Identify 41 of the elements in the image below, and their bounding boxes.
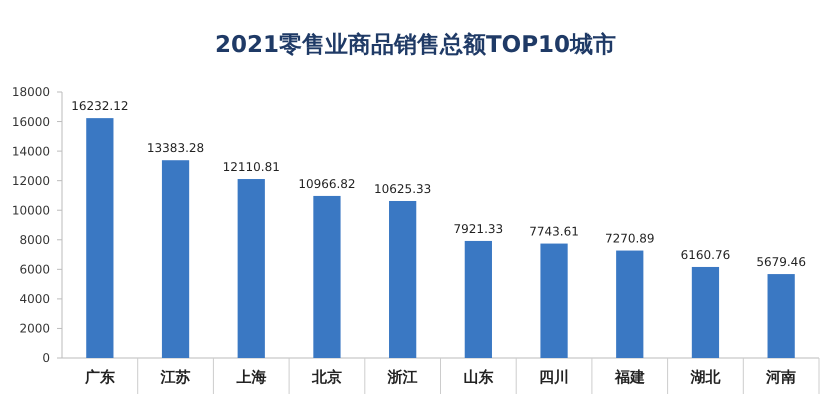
bar xyxy=(238,179,265,358)
data-label: 7743.61 xyxy=(529,224,579,239)
x-tick-label: 河南 xyxy=(765,368,796,386)
bar xyxy=(540,244,568,358)
y-tick-label: 16000 xyxy=(12,114,50,129)
x-tick-label: 江苏 xyxy=(160,368,191,386)
y-tick-label: 4000 xyxy=(19,292,50,306)
data-label: 7270.89 xyxy=(604,232,655,246)
bar xyxy=(692,266,720,358)
bar xyxy=(313,196,341,358)
bar xyxy=(616,250,644,358)
data-label: 5679.46 xyxy=(756,255,806,270)
bar xyxy=(768,274,795,358)
bar xyxy=(389,200,416,358)
y-tick-label: 10000 xyxy=(12,203,50,218)
x-tick-label: 山东 xyxy=(463,368,494,386)
bar xyxy=(162,160,190,358)
chart-title: 2021零售业商品销售总额TOP10城市 xyxy=(214,31,616,58)
x-tick-label: 北京 xyxy=(310,368,342,386)
x-tick-label: 广东 xyxy=(84,368,115,386)
x-tick-label: 浙江 xyxy=(386,368,418,386)
y-tick-label: 14000 xyxy=(12,144,50,158)
x-tick-label: 福建 xyxy=(614,368,645,386)
y-tick-label: 0 xyxy=(42,351,50,366)
data-label: 7921.33 xyxy=(454,222,504,236)
y-tick-label: 2000 xyxy=(19,322,50,336)
data-label: 10625.33 xyxy=(374,182,432,196)
y-tick-label: 12000 xyxy=(12,174,50,188)
data-label: 16232.12 xyxy=(71,99,128,114)
x-tick-label: 上海 xyxy=(235,368,266,386)
x-tick-label: 湖北 xyxy=(689,368,722,386)
data-label: 6160.76 xyxy=(680,248,730,262)
data-label: 12110.81 xyxy=(222,160,280,174)
x-tick-label: 四川 xyxy=(539,368,570,386)
bar xyxy=(86,118,114,358)
y-tick-label: 6000 xyxy=(19,262,50,277)
bar xyxy=(464,240,492,358)
data-label: 13383.28 xyxy=(146,141,204,156)
data-label: 10966.82 xyxy=(298,176,356,191)
y-tick-label: 8000 xyxy=(19,232,50,247)
y-tick-label: 18000 xyxy=(12,85,50,100)
